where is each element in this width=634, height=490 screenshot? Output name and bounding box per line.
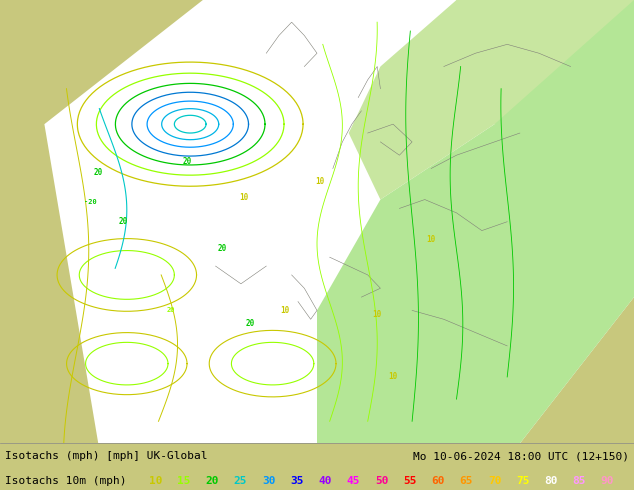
Text: 65: 65	[460, 476, 473, 486]
Text: 35: 35	[290, 476, 304, 486]
Text: 10: 10	[316, 177, 325, 186]
Text: 20: 20	[217, 244, 226, 253]
Text: -20: -20	[84, 199, 97, 205]
Text: 20: 20	[119, 217, 128, 226]
Text: 45: 45	[347, 476, 360, 486]
Text: 75: 75	[516, 476, 529, 486]
Text: 10: 10	[149, 476, 162, 486]
Text: 70: 70	[488, 476, 501, 486]
Text: 40: 40	[318, 476, 332, 486]
Polygon shape	[349, 0, 634, 199]
Text: 20: 20	[246, 319, 255, 328]
Text: 80: 80	[544, 476, 558, 486]
Polygon shape	[317, 0, 634, 443]
Text: 50: 50	[375, 476, 389, 486]
Polygon shape	[44, 0, 634, 443]
Text: 55: 55	[403, 476, 417, 486]
Text: 10: 10	[240, 193, 249, 202]
Text: 10: 10	[373, 310, 382, 319]
Text: 85: 85	[573, 476, 586, 486]
Text: 10: 10	[427, 235, 436, 244]
Text: 15: 15	[178, 476, 191, 486]
Text: 20: 20	[94, 169, 103, 177]
Text: 60: 60	[431, 476, 445, 486]
Text: Isotachs (mph) [mph] UK-Global: Isotachs (mph) [mph] UK-Global	[5, 451, 207, 462]
Text: 20: 20	[167, 307, 176, 314]
Text: 20: 20	[205, 476, 219, 486]
Text: 30: 30	[262, 476, 275, 486]
Text: 90: 90	[600, 476, 614, 486]
Text: Isotachs 10m (mph): Isotachs 10m (mph)	[5, 476, 127, 486]
Text: 10: 10	[389, 372, 398, 381]
Text: 25: 25	[234, 476, 247, 486]
Text: 20: 20	[183, 157, 191, 167]
Text: Mo 10-06-2024 18:00 UTC (12+150): Mo 10-06-2024 18:00 UTC (12+150)	[413, 451, 629, 462]
Text: 10: 10	[281, 306, 290, 315]
